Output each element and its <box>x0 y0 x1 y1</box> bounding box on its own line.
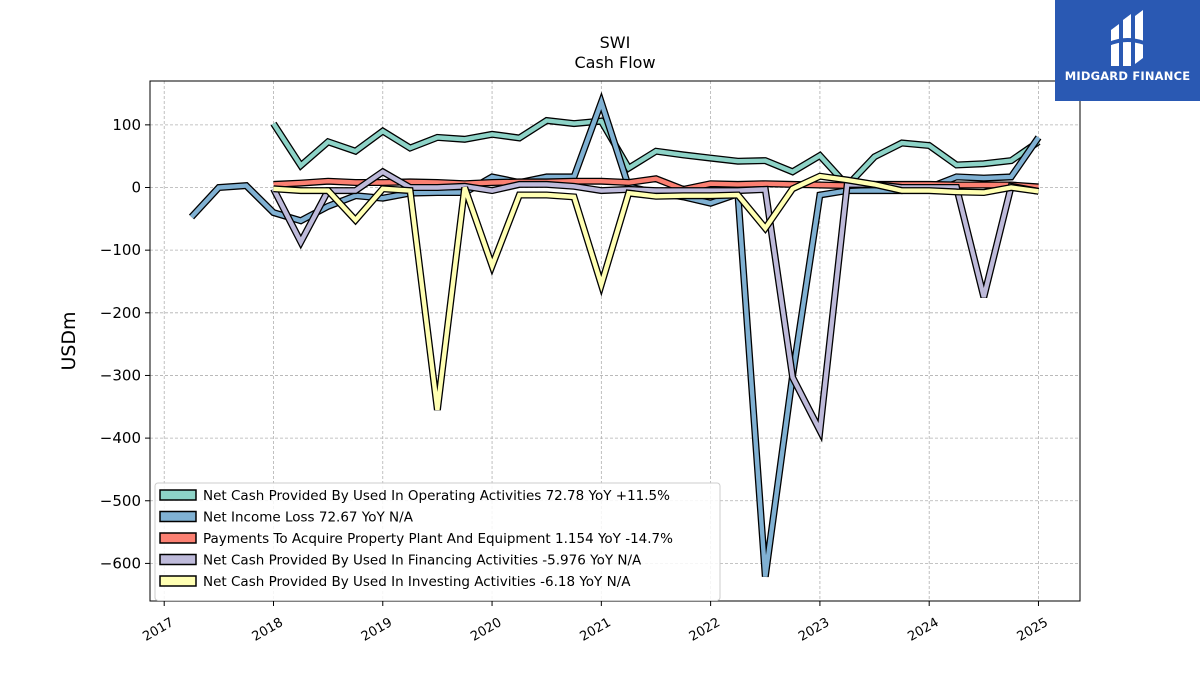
legend-item: Payments To Acquire Property Plant And E… <box>159 531 673 547</box>
y-tick-label: 100 <box>112 116 141 134</box>
midgard-finance-logo: MIDGARD FINANCE <box>1055 0 1200 101</box>
legend-swatch <box>159 532 197 544</box>
legend-box <box>154 482 721 601</box>
legend-swatch <box>159 575 197 587</box>
series-line-outline <box>270 167 1040 443</box>
x-tick-label: 2020 <box>468 615 504 645</box>
y-axis-label: USDm <box>58 311 80 370</box>
legend-label: Payments To Acquire Property Plant And E… <box>203 531 673 547</box>
logo-text: MIDGARD FINANCE <box>1064 69 1191 83</box>
legend-swatch <box>159 510 197 523</box>
series-line <box>273 173 1039 411</box>
y-tick-label: −200 <box>100 304 141 322</box>
series-line-outline <box>273 172 1039 411</box>
legend-label: Net Cash Provided By Used In Investing A… <box>203 574 631 590</box>
chart-title: SWI <box>600 33 631 52</box>
series-4 <box>270 167 1040 443</box>
legend-item: Net Cash Provided By Used In Investing A… <box>159 574 631 590</box>
series-layer <box>188 91 1042 578</box>
x-tick-label: 2019 <box>359 615 395 645</box>
legend-item: Net Cash Provided By Used In Operating A… <box>159 488 670 504</box>
x-tick-label: 2024 <box>905 615 941 645</box>
legend-label: Net Cash Provided By Used In Financing A… <box>203 553 642 569</box>
grid <box>150 81 1080 601</box>
legend-swatch <box>159 553 197 566</box>
legend: Net Cash Provided By Used In Operating A… <box>154 482 721 601</box>
y-tick-label: −500 <box>100 492 141 510</box>
x-tick-label: 2018 <box>250 615 286 645</box>
y-tick-label: −100 <box>100 241 141 259</box>
series-line <box>271 169 1039 439</box>
y-tick-label: −600 <box>100 554 141 572</box>
series-1 <box>270 116 1041 191</box>
legend-item: Net Income Loss 72.67 YoY N/A <box>159 510 414 526</box>
chart-subtitle: Cash Flow <box>574 53 655 72</box>
x-tick-label: 2022 <box>687 615 723 645</box>
series-5 <box>273 172 1039 411</box>
x-tick-label: 2025 <box>1015 615 1051 645</box>
y-tick-label: −300 <box>100 366 141 384</box>
legend-swatch <box>159 489 197 501</box>
x-tick-label: 2017 <box>140 615 176 645</box>
legend-label: Net Income Loss 72.67 YoY N/A <box>203 510 414 526</box>
y-tick-label: −400 <box>100 429 141 447</box>
x-tick-label: 2023 <box>796 615 832 645</box>
y-tick-label: 0 <box>131 179 141 197</box>
series-line <box>271 118 1040 189</box>
logo-mark-icon <box>1109 10 1147 66</box>
x-tick-label: 2021 <box>578 615 614 645</box>
legend-label: Net Cash Provided By Used In Operating A… <box>203 488 670 504</box>
legend-item: Net Cash Provided By Used In Financing A… <box>159 553 642 569</box>
